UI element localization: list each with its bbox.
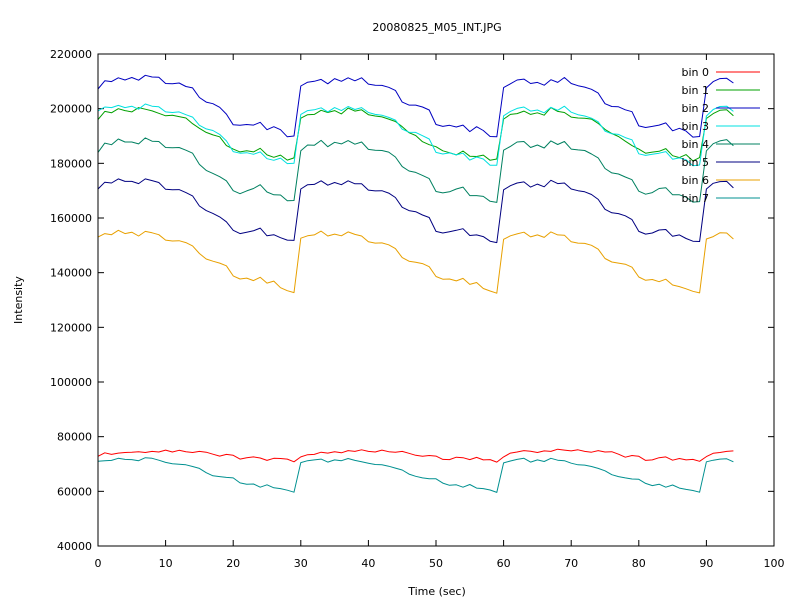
y-tick-label: 80000 [57, 431, 92, 444]
x-tick-label: 0 [95, 557, 102, 570]
series-line-bin-7 [97, 457, 734, 493]
x-tick-label: 10 [159, 557, 173, 570]
x-tick-label: 60 [497, 557, 511, 570]
x-tick-label: 80 [632, 557, 646, 570]
y-axis-title: Intensity [12, 276, 25, 324]
x-axis-title: Time (sec) [407, 585, 466, 598]
legend-label: bin 0 [681, 66, 709, 79]
legend: bin 0 bin 1 bin 2 bin 3 bin 4 bin 5 bin 6 bin 7 [681, 66, 760, 205]
x-tick-label: 90 [699, 557, 713, 570]
y-tick-label: 100000 [50, 376, 92, 389]
y-tick-label: 220000 [50, 48, 92, 61]
y-tick-label: 200000 [50, 103, 92, 116]
x-tick-label: 100 [764, 557, 785, 570]
y-tick-label: 120000 [50, 321, 92, 334]
legend-label: bin 3 [681, 120, 709, 133]
x-tick-label: 50 [429, 557, 443, 570]
axis-ticks: 0 10 20 30 40 50 60 70 80 90 100 40000 60000 80000 100… [50, 48, 785, 570]
y-tick-label: 40000 [57, 540, 92, 553]
series-line-bin-4 [97, 137, 734, 203]
series-line-bin-3 [97, 103, 734, 167]
legend-label: bin 4 [681, 138, 709, 151]
series-line-bin-5 [97, 178, 734, 244]
series-line-bin-2 [97, 74, 734, 138]
x-tick-label: 40 [361, 557, 375, 570]
series-line-bin-6 [97, 229, 734, 294]
y-tick-label: 160000 [50, 212, 92, 225]
x-tick-label: 30 [294, 557, 308, 570]
plot-frame [97, 53, 775, 547]
legend-label: bin 5 [681, 156, 709, 169]
x-tick-label: 70 [564, 557, 578, 570]
y-tick-label: 60000 [57, 485, 92, 498]
series-line-bin-0 [97, 448, 734, 463]
y-tick-label: 180000 [50, 157, 92, 170]
chart-title: 20080825_M05_INT.JPG [372, 21, 501, 34]
x-tick-label: 20 [226, 557, 240, 570]
legend-label: bin 2 [681, 102, 709, 115]
series-line-bin-1 [97, 107, 734, 162]
legend-label: bin 1 [681, 84, 709, 97]
y-tick-label: 140000 [50, 267, 92, 280]
plot-series [97, 74, 734, 493]
legend-label: bin 7 [681, 192, 709, 205]
legend-label: bin 6 [681, 174, 709, 187]
